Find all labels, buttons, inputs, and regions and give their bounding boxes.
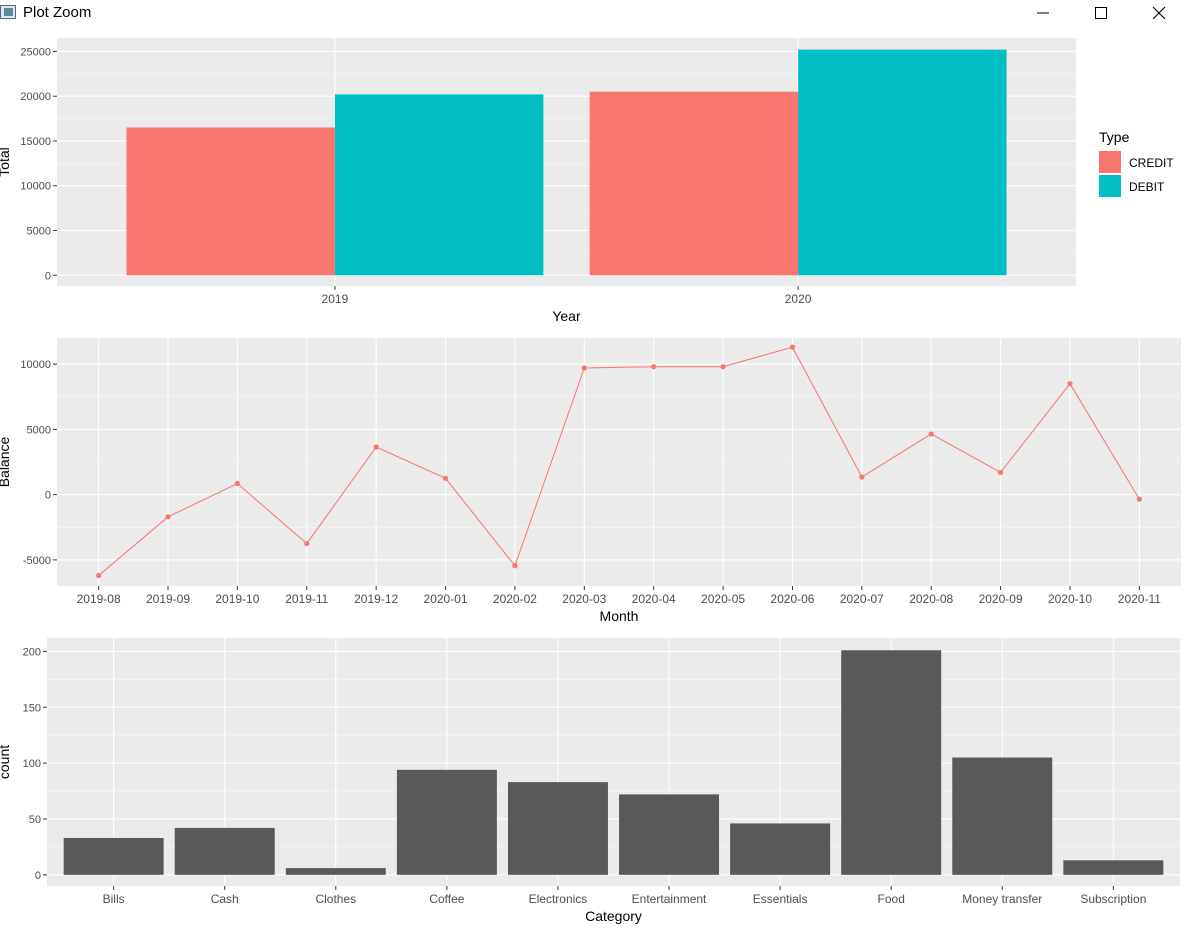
balance-chart-x-tick-label: 2020-08 <box>909 592 953 606</box>
balance-point-2020-05 <box>720 364 726 370</box>
bar-food <box>841 650 942 875</box>
balance-chart-x-tick-label: 2020-07 <box>840 592 884 606</box>
window-titlebar: Plot Zoom <box>0 0 1188 26</box>
year-chart-y-tick-label: 25000 <box>20 46 51 58</box>
bar-money-transfer <box>952 757 1053 875</box>
balance-point-2020-07 <box>859 474 865 480</box>
category-chart-y-tick-label: 200 <box>23 646 41 658</box>
category-chart-y-axis-title: count <box>0 745 12 779</box>
bar-cash <box>174 827 275 875</box>
year-chart-x-tick-label: 2019 <box>322 292 349 306</box>
category-chart-x-tick-label: Essentials <box>753 892 808 906</box>
balance-line <box>98 346 1140 576</box>
balance-chart-y-axis-title: Balance <box>0 436 12 487</box>
balance-point-2019-11 <box>304 540 310 547</box>
legend-key-credit <box>1099 151 1121 173</box>
balance-point-2020-11 <box>1136 496 1142 502</box>
balance-point-2020-10 <box>1067 381 1073 387</box>
legend-label-debit: DEBIT <box>1129 180 1165 194</box>
balance-chart-x-tick-label: 2020-11 <box>1118 592 1161 606</box>
bar-credit-2019 <box>126 127 335 276</box>
category-chart-y-tick-label: 0 <box>35 870 41 882</box>
balance-chart-x-tick-label: 2019-09 <box>146 592 190 606</box>
category-chart-y-tick-label: 150 <box>23 702 41 714</box>
minimize-icon <box>1037 12 1049 14</box>
balance-point-2019-09 <box>165 514 171 520</box>
balance-chart-x-axis-title: Month <box>600 608 639 624</box>
bar-bills <box>63 837 164 875</box>
balance-chart-x-tick-label: 2019-08 <box>77 592 121 606</box>
legend-key-debit <box>1099 175 1121 197</box>
close-icon <box>1152 6 1166 20</box>
year-chart-y-axis-title: Total <box>0 147 12 177</box>
balance-chart-y-tick-label: 0 <box>45 490 51 502</box>
bar-clothes <box>285 868 386 875</box>
maximize-icon <box>1095 7 1107 19</box>
balance-chart-x-tick-label: 2019-12 <box>354 592 398 606</box>
year-chart-x-tick-label: 2020 <box>785 292 812 306</box>
balance-point-2020-09 <box>998 469 1004 476</box>
category-chart-y-tick-label: 50 <box>29 814 41 826</box>
category-chart-x-tick-label: Money transfer <box>962 892 1042 906</box>
category-chart-x-tick-label: Electronics <box>529 892 588 906</box>
balance-point-2020-04 <box>651 364 657 370</box>
balance-point-2020-02 <box>512 563 518 569</box>
category-chart-y-tick-label: 100 <box>23 758 41 770</box>
balance-chart-x-tick-label: 2020-05 <box>701 592 745 606</box>
category-chart-x-axis-title: Category <box>585 908 642 924</box>
bar-debit-2019 <box>334 94 544 276</box>
minimize-button[interactable] <box>1019 0 1065 26</box>
balance-point-2019-10 <box>234 480 240 487</box>
balance-chart-y-tick-label: 5000 <box>27 424 51 436</box>
category-chart-x-tick-label: Cash <box>211 892 239 906</box>
app-icon <box>0 5 16 19</box>
maximize-button[interactable] <box>1077 0 1123 26</box>
balance-chart-x-tick-label: 2020-10 <box>1048 592 1092 606</box>
category-chart-x-tick-label: Entertainment <box>632 892 707 906</box>
balance-chart-y-tick-label: 10000 <box>20 359 51 371</box>
balance-point-2019-12 <box>373 444 379 450</box>
bar-credit-2020 <box>589 91 799 276</box>
balance-chart-x-tick-label: 2020-01 <box>424 592 468 606</box>
balance-chart-y-tick-label: -5000 <box>23 555 51 567</box>
window-title: Plot Zoom <box>23 4 92 21</box>
balance-point-2019-08 <box>96 572 102 579</box>
bar-essentials <box>730 823 831 875</box>
year-chart-y-tick-label: 20000 <box>20 91 51 103</box>
balance-chart-x-tick-label: 2020-06 <box>770 592 814 606</box>
legend-label-credit: CREDIT <box>1129 156 1174 170</box>
bar-debit-2020 <box>798 49 1007 276</box>
bar-electronics <box>507 782 608 875</box>
balance-point-2020-03 <box>581 365 587 371</box>
close-button[interactable] <box>1135 0 1181 26</box>
category-chart-x-tick-label: Clothes <box>315 892 356 906</box>
balance-chart-x-tick-label: 2019-11 <box>285 592 328 606</box>
year-chart-y-tick-label: 10000 <box>20 181 51 193</box>
bar-coffee <box>396 769 497 875</box>
balance-chart-x-tick-label: 2020-04 <box>632 592 676 606</box>
bar-subscription <box>1063 860 1164 875</box>
category-chart-x-tick-label: Food <box>878 892 905 906</box>
balance-chart-x-tick-label: 2020-03 <box>562 592 606 606</box>
category-chart-x-tick-label: Coffee <box>429 892 464 906</box>
category-chart-x-tick-label: Subscription <box>1080 892 1146 906</box>
year-chart-y-tick-label: 5000 <box>27 225 51 237</box>
year-chart-y-tick-label: 15000 <box>20 136 51 148</box>
balance-point-2020-06 <box>789 344 796 350</box>
balance-chart-x-tick-label: 2020-09 <box>979 592 1023 606</box>
year-chart-x-axis-title: Year <box>552 308 581 324</box>
balance-point-2020-01 <box>442 475 449 481</box>
category-chart-x-tick-label: Bills <box>103 892 125 906</box>
year-chart-y-tick-label: 0 <box>45 270 51 282</box>
balance-point-2020-08 <box>928 431 934 437</box>
balance-chart-x-tick-label: 2020-02 <box>493 592 537 606</box>
bar-entertainment <box>619 794 720 875</box>
balance-chart-x-tick-label: 2019-10 <box>215 592 259 606</box>
legend-title: Type <box>1099 129 1130 145</box>
